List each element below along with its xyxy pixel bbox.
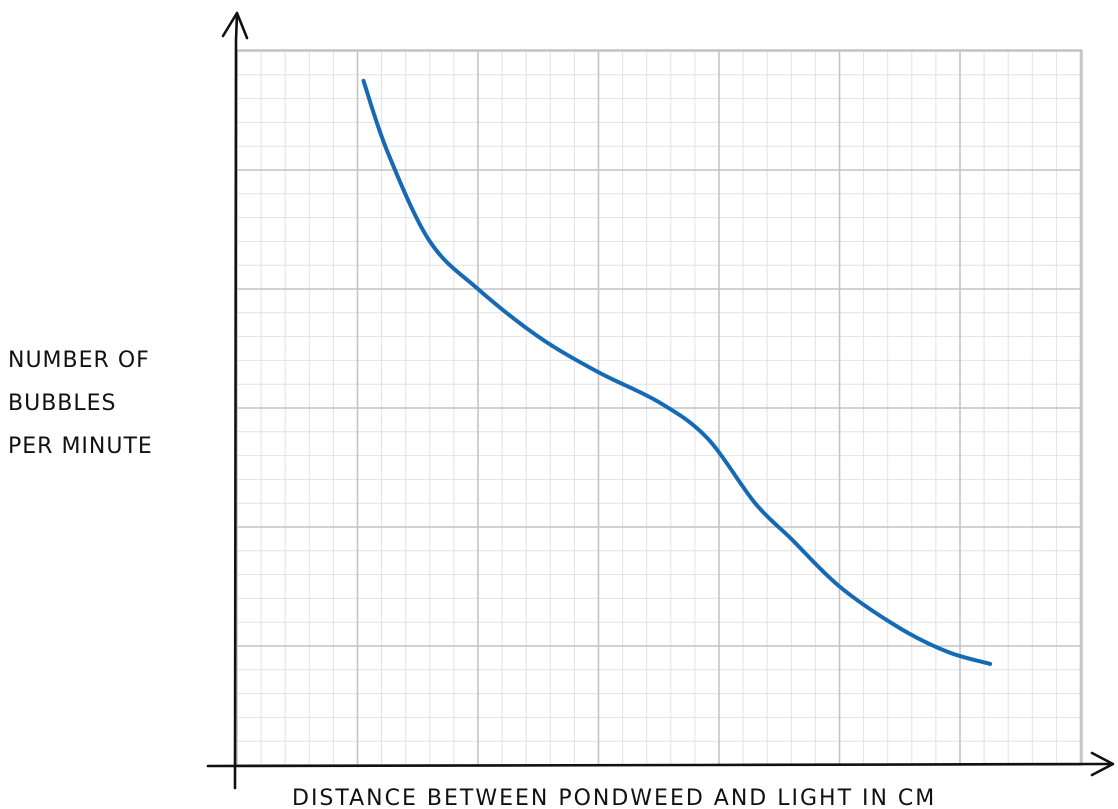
x-axis-arrow [1090, 751, 1115, 777]
grid [236, 49, 1083, 766]
y-axis-label-line-1: NUMBER OF [8, 348, 150, 373]
y-axis-label-line-2: BUBBLES [8, 391, 117, 416]
axes [206, 11, 1115, 790]
curve-layer [361, 78, 993, 666]
series-line-0 [361, 78, 993, 666]
x-axis-line [206, 762, 1114, 768]
y-axis-label-line-3: PER MINUTE [8, 434, 153, 459]
y-axis-arrow [221, 11, 249, 40]
y-axis-line [233, 12, 239, 790]
x-axis-label: DISTANCE BETWEEN PONDWEED AND LIGHT IN C… [292, 786, 936, 809]
